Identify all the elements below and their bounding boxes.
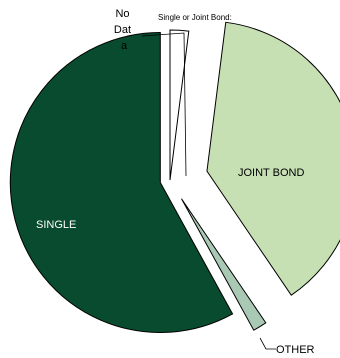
slice-joint-bond	[207, 22, 340, 295]
slice-label-joint-bond: JOINT BOND	[238, 167, 304, 179]
slice-label-other: OTHER	[276, 344, 315, 356]
other-leader-line	[260, 338, 276, 349]
chart-title: Single or Joint Bond:	[158, 13, 232, 22]
slice-single	[10, 32, 232, 332]
slice-label-single: SINGLE	[36, 219, 76, 231]
